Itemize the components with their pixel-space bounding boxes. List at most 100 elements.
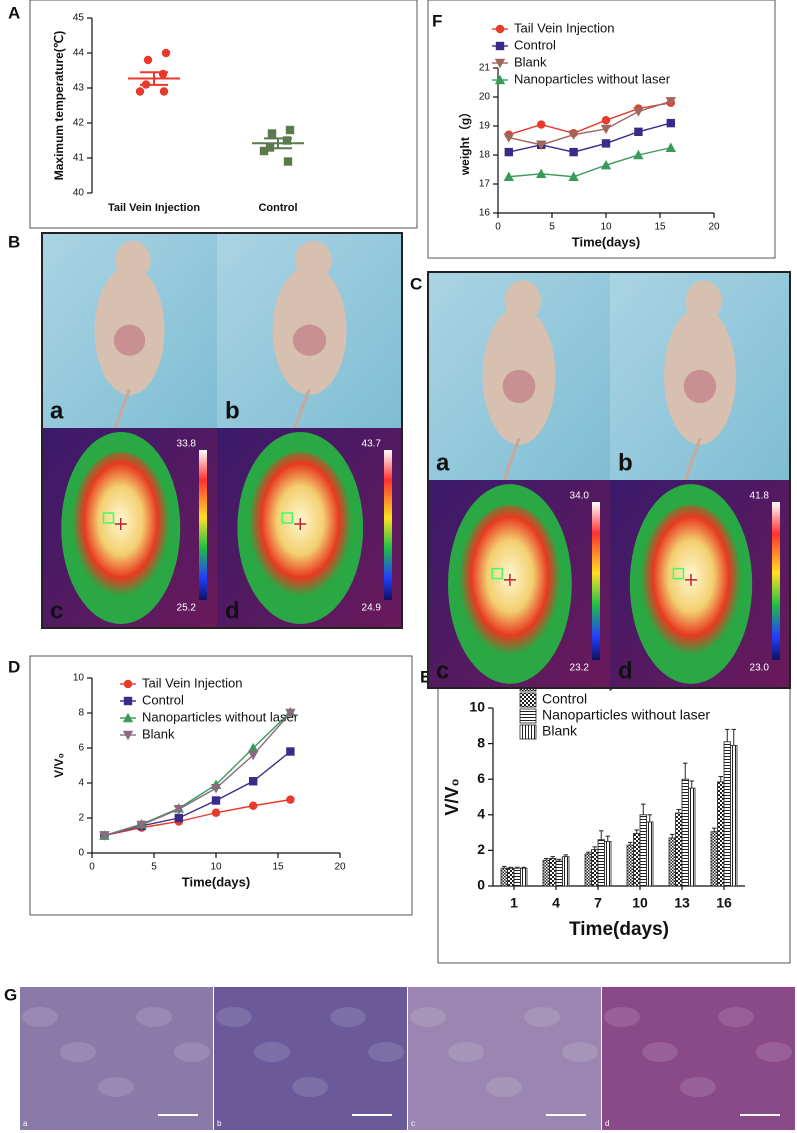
marker [569, 147, 578, 157]
tumor [292, 324, 327, 356]
tissue-texture [756, 1042, 792, 1062]
marker [211, 808, 221, 817]
roi [491, 567, 503, 580]
bar [710, 831, 718, 887]
error-bar [605, 835, 610, 842]
marker [600, 124, 612, 135]
legend-marker [122, 730, 134, 741]
panel-frame [41, 232, 403, 629]
legend-marker [494, 74, 506, 85]
x-tick-label: 0 [89, 862, 95, 873]
panel-label: G [4, 985, 17, 1004]
tissue-texture [22, 1007, 58, 1027]
legend-label: Blank [142, 726, 175, 741]
series-line [104, 711, 291, 837]
tissue-texture [718, 1007, 754, 1027]
y-tick-label: 10 [73, 673, 85, 684]
x-tick-label: 20 [708, 222, 720, 233]
error-bar [508, 866, 513, 869]
mouse-head [685, 280, 722, 322]
series-line [104, 712, 291, 837]
series-line [104, 750, 291, 837]
error-bar [712, 827, 717, 832]
marker [249, 801, 258, 810]
marker [665, 97, 676, 107]
marker [283, 157, 293, 166]
bar [675, 812, 683, 887]
panel-label: F [432, 11, 442, 30]
tumor [113, 324, 146, 356]
y-axis-label: weight（g） [457, 106, 472, 176]
y-tick-label: 16 [479, 208, 491, 219]
tissue-texture [60, 1042, 96, 1062]
scale-min: 23.2 [570, 663, 590, 674]
marker [173, 805, 184, 815]
tissue-texture [486, 1077, 522, 1097]
error-bar [731, 728, 736, 746]
tissue-texture [254, 1042, 290, 1062]
histology-image [20, 987, 213, 1130]
marker [600, 159, 612, 170]
tail [503, 437, 521, 481]
x-tick-label: 10 [210, 862, 222, 873]
legend-label: Blank [542, 723, 578, 739]
y-tick-label: 45 [73, 13, 85, 24]
panel-label: B [8, 232, 20, 251]
marker [249, 777, 258, 786]
legend-label: Nanoparticles without laser [542, 707, 710, 723]
legend-label: Blank [514, 54, 547, 69]
y-tick-label: 8 [78, 708, 84, 719]
error-bar [689, 780, 694, 789]
marker [601, 139, 611, 148]
bar [626, 844, 634, 887]
y-axis-label: V/V₀ [442, 778, 462, 815]
scale-max: 34.0 [570, 491, 590, 502]
tissue-texture [330, 1007, 366, 1027]
x-axis-label: Time(days) [182, 874, 250, 889]
marker [536, 140, 547, 151]
tissue-texture [136, 1007, 172, 1027]
marker [211, 796, 221, 805]
bar [500, 867, 508, 887]
bar [633, 833, 641, 887]
image-label: a [23, 1119, 28, 1128]
legend-marker [123, 696, 133, 706]
panel-frame [29, 655, 413, 916]
y-axis-label: Maximum temperature(℃) [52, 31, 66, 181]
x-tick-label: 10 [632, 895, 648, 911]
x-tick-label: Tail Vein Injection [108, 202, 200, 214]
legend-label: Control [514, 37, 556, 52]
y-tick-label: 10 [469, 699, 485, 715]
error-bar [563, 854, 568, 857]
error-bar [521, 866, 526, 869]
error-bar [725, 728, 730, 742]
marker [285, 125, 295, 135]
legend-marker [122, 712, 134, 723]
image-label: b [618, 449, 633, 476]
y-tick-label: 17 [479, 179, 491, 190]
error-bar [628, 841, 633, 846]
marker [210, 784, 222, 794]
tissue-texture [604, 1007, 640, 1027]
legend-marker [123, 679, 133, 689]
bar [555, 860, 563, 887]
image-label: b [225, 397, 240, 424]
image-label: b [217, 1119, 222, 1128]
panel-label: E [420, 667, 431, 686]
bar [591, 849, 599, 887]
image-label: a [50, 397, 64, 424]
color-bar [772, 502, 780, 660]
bar [542, 859, 550, 887]
tissue-texture [642, 1042, 678, 1062]
marker [143, 55, 153, 65]
x-tick-label: 1 [510, 895, 518, 911]
marker [286, 747, 295, 756]
marker [267, 129, 277, 138]
error-bar [641, 803, 646, 815]
bar [513, 867, 521, 887]
bar [646, 821, 654, 887]
marker [537, 120, 546, 129]
x-tick-label: 0 [495, 222, 501, 233]
x-tick-label: 15 [272, 862, 284, 873]
